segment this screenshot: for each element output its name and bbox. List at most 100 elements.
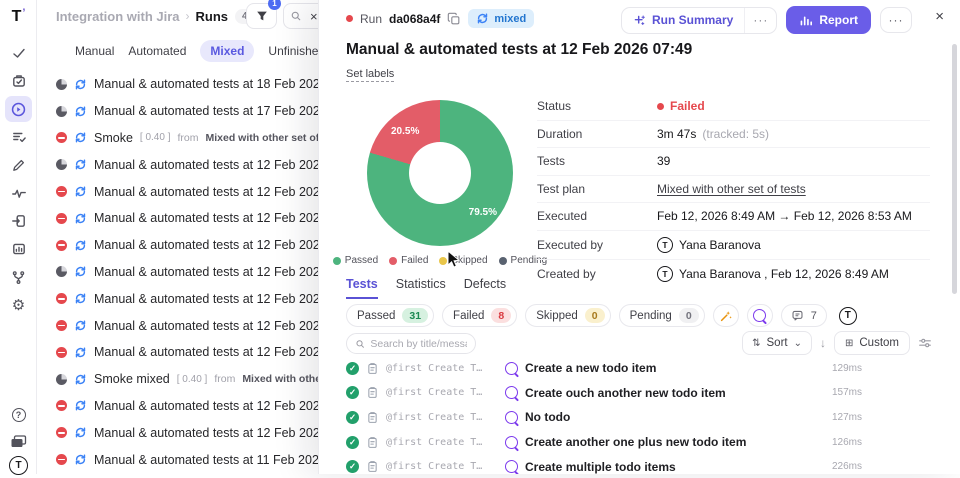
- run-title: Manual & automated tests at 12 Feb 2026 …: [94, 345, 318, 360]
- run-list-item[interactable]: Manual & automated tests at 17 Feb 2026 …: [37, 98, 318, 125]
- tests-search[interactable]: [346, 333, 476, 354]
- test-duration: 129ms: [831, 362, 862, 374]
- run-list-item[interactable]: Manual & automated tests at 12 Feb 2026 …: [37, 312, 318, 339]
- run-list-item[interactable]: Manual & automated tests at 12 Feb 2026 …: [37, 232, 318, 259]
- detail-scrollbar[interactable]: [952, 44, 957, 294]
- mixed-run-icon: [74, 265, 87, 278]
- run-list-item[interactable]: Manual & automated tests at 12 Feb 2026 …: [37, 151, 318, 178]
- sliders-icon[interactable]: [918, 336, 932, 350]
- filter-skipped[interactable]: Skipped 0: [525, 304, 611, 327]
- report-button[interactable]: Report: [786, 6, 871, 34]
- mixed-run-icon: [74, 158, 87, 171]
- custom-columns-button[interactable]: ⊞ Custom: [833, 331, 910, 355]
- tab-unfinished[interactable]: Unfinished: [268, 44, 318, 58]
- failed-dot: [657, 102, 664, 110]
- run-list-item[interactable]: Manual & automated tests at 12 Feb 2026 …: [37, 339, 318, 366]
- filter-failed[interactable]: Failed 8: [442, 304, 518, 327]
- clipboard-icon: [366, 411, 379, 424]
- filter-button[interactable]: [246, 3, 277, 29]
- legend-failed-dot: [389, 256, 398, 265]
- tab-defects[interactable]: Defects: [463, 277, 507, 291]
- run-title: Manual & automated tests at 18 Feb 2026 …: [94, 77, 318, 92]
- run-title: Manual & automated tests at 12 Feb 2026 …: [94, 157, 318, 172]
- mixed-run-icon: [74, 373, 87, 386]
- run-list-item[interactable]: Smoke [ 0.40 ] from Mixed with other set of…: [37, 125, 318, 152]
- run-type-badge[interactable]: mixed: [468, 9, 535, 28]
- test-list-item[interactable]: ✓ @first Create T… No todo 127ms: [319, 405, 960, 430]
- nav-import-icon[interactable]: [0, 208, 37, 234]
- set-labels-link[interactable]: Set labels: [346, 68, 395, 82]
- test-title: Create ouch another new todo item: [525, 385, 726, 400]
- detail-tab-bar: Tests Statistics Defects: [346, 277, 506, 299]
- tab-statistics[interactable]: Statistics: [395, 277, 446, 291]
- sort-button[interactable]: ⇅ Sort ⌄: [742, 331, 812, 355]
- user-avatar[interactable]: T: [0, 452, 37, 478]
- test-plan-link[interactable]: Mixed with other set of tests: [657, 181, 806, 196]
- nav-check-icon[interactable]: [0, 40, 37, 66]
- run-list-item[interactable]: Smoke mixed [ 0.40 ] from Mixed with other …: [37, 366, 318, 393]
- passed-check-icon: ✓: [346, 410, 359, 424]
- mixed-run-icon: [74, 346, 87, 359]
- nav-results-icon[interactable]: [0, 124, 37, 150]
- close-panel-icon[interactable]: ×: [935, 8, 944, 25]
- qase-logo-icon: [505, 435, 518, 449]
- help-icon[interactable]: ?: [0, 402, 37, 428]
- test-tag: @first Create T…: [386, 411, 483, 423]
- executed-range-value: Feb 12, 2026 8:49 AM → Feb 12, 2026 8:53…: [657, 209, 912, 223]
- run-status-icon: [56, 346, 67, 358]
- tab-tests[interactable]: Tests: [346, 277, 378, 299]
- test-list-item[interactable]: ✓ @first Create T… Create ouch another new…: [319, 381, 960, 406]
- run-list-item[interactable]: Manual & automated tests at 12 Feb 2026 …: [37, 393, 318, 420]
- runs-search-input[interactable]: ×: [283, 3, 318, 29]
- run-list-item[interactable]: Manual & automated tests at 12 Feb 2026 …: [37, 178, 318, 205]
- magic-wand-button[interactable]: [712, 304, 739, 327]
- projects-icon[interactable]: [0, 428, 37, 454]
- clipboard-icon: [366, 362, 379, 375]
- test-list-item[interactable]: ✓ @first Create T… Create a new todo item 1…: [319, 356, 960, 381]
- filter-pending[interactable]: Pending 0: [618, 304, 705, 327]
- breadcrumb-project[interactable]: Integration with Jira: [56, 8, 180, 24]
- mixed-run-icon: [74, 212, 87, 225]
- run-title: Manual & automated tests at 12 Feb 2026 …: [94, 238, 318, 253]
- run-title: Smoke mixed: [94, 372, 170, 387]
- clear-search-icon[interactable]: ×: [310, 8, 318, 24]
- tab-mixed[interactable]: Mixed: [200, 40, 255, 62]
- test-list-item[interactable]: ✓ @first Create T… Create another one plus…: [319, 430, 960, 455]
- run-summary-button[interactable]: Run Summary: [622, 13, 744, 27]
- run-list-item[interactable]: Manual & automated tests at 12 Feb 2026 …: [37, 419, 318, 446]
- test-duration: 126ms: [831, 436, 862, 448]
- nav-branches-icon[interactable]: [0, 264, 37, 290]
- status-filter-row: Passed 31 Failed 8 Skipped 0 Pending 0 7 T: [346, 304, 857, 327]
- tests-search-input[interactable]: [370, 337, 467, 350]
- assignee-avatar[interactable]: T: [838, 306, 857, 325]
- comments-button[interactable]: 7: [780, 304, 827, 327]
- nav-runs-icon[interactable]: [5, 96, 32, 122]
- qase-filter-button[interactable]: [746, 304, 773, 327]
- nav-compose-icon[interactable]: [0, 152, 37, 178]
- nav-reports-icon[interactable]: [0, 236, 37, 262]
- nav-analytics-icon[interactable]: [0, 180, 37, 206]
- more-actions-button[interactable]: ···: [880, 7, 912, 33]
- filter-passed[interactable]: Passed 31: [346, 304, 435, 327]
- run-summary-more-button[interactable]: ···: [744, 7, 776, 33]
- run-list-item[interactable]: Manual & automated tests at 18 Feb 2026 …: [37, 71, 318, 98]
- run-status-icon: [56, 320, 67, 332]
- test-list-item[interactable]: ✓ @first Create T… Create multiple todo it…: [319, 454, 960, 474]
- run-list-item[interactable]: Manual & automated tests at 12 Feb 2026 …: [37, 259, 318, 286]
- tab-automated[interactable]: Automated: [128, 44, 187, 58]
- clipboard-icon: [366, 386, 379, 399]
- nav-test-cases-icon[interactable]: [0, 68, 37, 94]
- tab-manual[interactable]: Manual: [75, 44, 115, 58]
- breadcrumb-section[interactable]: Runs: [195, 8, 229, 24]
- run-list-item[interactable]: Manual & automated tests at 11 Feb 2026 …: [37, 446, 318, 473]
- run-list-item[interactable]: Manual & automated tests at 12 Feb 2026 …: [37, 205, 318, 232]
- run-status-icon: [56, 373, 67, 385]
- run-list-item[interactable]: Manual & automated tests at 12 Feb 2026 …: [37, 285, 318, 312]
- nav-settings-icon[interactable]: ⚙: [11, 296, 26, 314]
- run-estimate: [ 0.40 ]: [176, 373, 208, 385]
- copy-icon[interactable]: [447, 12, 461, 26]
- run-title: Manual & automated tests at 12 Feb 2026 …: [94, 398, 318, 413]
- app-logo[interactable]: T’: [11, 7, 26, 25]
- sort-direction-icon[interactable]: ↓: [819, 336, 826, 350]
- run-title: Manual & automated tests at 12 Feb 2026 …: [94, 425, 318, 440]
